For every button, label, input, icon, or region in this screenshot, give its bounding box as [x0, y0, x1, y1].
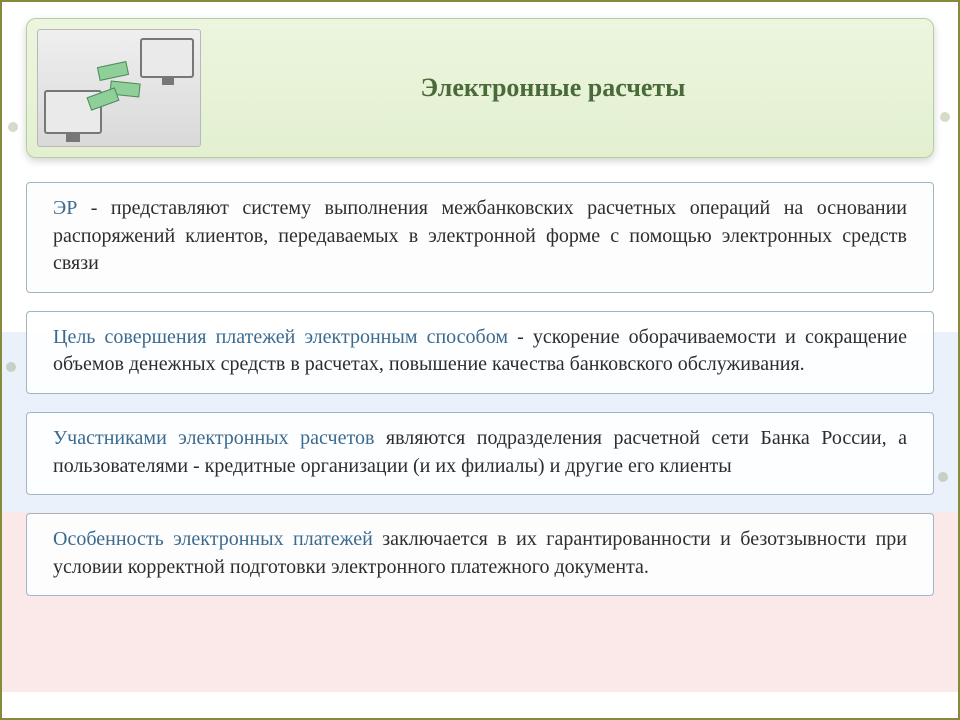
header-box: Электронные расчеты [26, 18, 934, 158]
slide-title: Электронные расчеты [201, 73, 905, 103]
panel-feature: Особенность электронных платежей заключа… [26, 513, 934, 596]
panel-goal: Цель совершения платежей электронным спо… [26, 311, 934, 394]
monitor-icon [140, 38, 194, 78]
panel-definition: ЭР - представляют систему выполнения меж… [26, 182, 934, 293]
header-illustration [37, 29, 201, 147]
monitor-stand [66, 134, 80, 142]
panel-lead: ЭР [53, 197, 77, 219]
panel-lead: Участниками электронных расчетов [53, 427, 374, 449]
panel-lead: Особенность электронных платежей [53, 528, 373, 550]
panel-body: - представляют систему выполнения межбан… [53, 197, 907, 274]
slide-content: Электронные расчеты ЭР - представляют си… [2, 2, 958, 596]
panel-lead: Цель совершения платежей электронным спо… [53, 326, 508, 348]
monitor-stand [162, 78, 174, 85]
panel-participants: Участниками электронных расчетов являютс… [26, 412, 934, 495]
money-icon [97, 61, 129, 81]
